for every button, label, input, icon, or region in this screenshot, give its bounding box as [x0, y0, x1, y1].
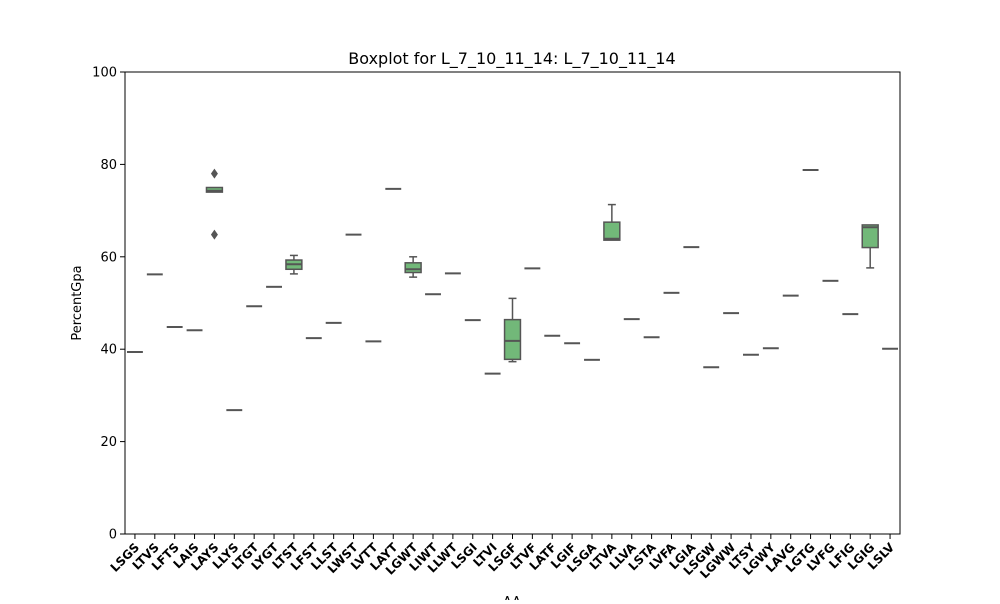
y-tick-label: 20: [100, 435, 117, 450]
outlier-point: [210, 168, 218, 179]
x-axis-label: AA: [503, 595, 521, 600]
outlier-point: [210, 229, 218, 240]
box-iqr: [404, 262, 422, 274]
box-group: [126, 168, 899, 412]
box-iqr: [861, 224, 879, 249]
box-lgwt: [404, 256, 422, 278]
y-axis-label: PercentGpa: [70, 265, 85, 340]
chart-title: Boxplot for L_7_10_11_14: L_7_10_11_14: [348, 49, 675, 69]
y-tick-label: 40: [100, 343, 117, 358]
box-ltst: [285, 254, 303, 275]
y-tick-label: 80: [100, 158, 117, 173]
box-ltva: [603, 203, 621, 241]
box-iqr: [603, 221, 621, 241]
y-tick-label: 60: [100, 250, 117, 265]
box-lsgf: [503, 297, 522, 363]
box-iqr: [503, 318, 522, 361]
y-tick-label: 100: [92, 66, 117, 81]
y-tick-label: 0: [109, 528, 117, 543]
x-axis: LSGSLTVSLFTSLAISLAYSLLYSLTGTLYGTLTSTLFST…: [108, 534, 898, 581]
box-lays: [205, 168, 224, 240]
y-axis: 0 20 40 60 80 100: [92, 66, 125, 543]
box-lgig: [861, 224, 879, 269]
